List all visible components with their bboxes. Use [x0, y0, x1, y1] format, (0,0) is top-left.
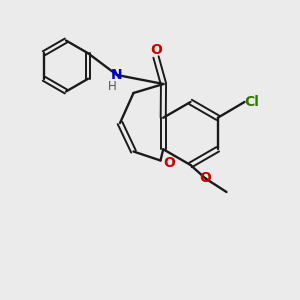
Text: N: N: [111, 68, 123, 82]
Text: O: O: [150, 44, 162, 57]
Text: O: O: [164, 157, 175, 170]
Text: H: H: [108, 80, 117, 93]
Text: Cl: Cl: [244, 95, 260, 109]
Text: O: O: [200, 172, 211, 185]
